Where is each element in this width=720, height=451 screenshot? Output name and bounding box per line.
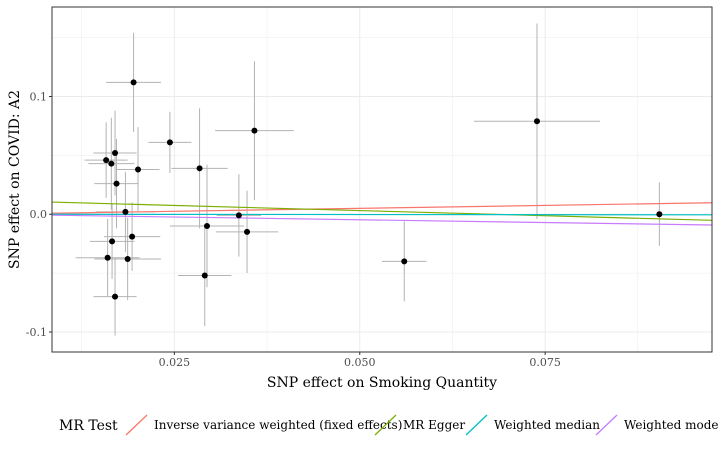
legend-entry: Weighted mode bbox=[595, 414, 719, 436]
snp-point bbox=[401, 258, 408, 265]
legend-key-line bbox=[465, 414, 488, 436]
snp-point bbox=[244, 228, 251, 235]
legend-label: MR Egger bbox=[403, 418, 465, 432]
snp-point bbox=[201, 272, 208, 279]
snp-point bbox=[108, 160, 115, 167]
snp-point bbox=[112, 293, 119, 300]
legend-title: MR Test bbox=[59, 418, 118, 434]
legend-label: Weighted mode bbox=[624, 418, 719, 432]
snp-point bbox=[103, 157, 110, 164]
y-tick-label: 0.1 bbox=[30, 90, 48, 103]
snp-point bbox=[196, 165, 203, 172]
y-tick-label: 0.0 bbox=[30, 208, 48, 221]
legend-key-line bbox=[125, 414, 148, 436]
snp-point bbox=[135, 166, 142, 173]
snp-point bbox=[109, 238, 116, 245]
x-tick-label: 0.025 bbox=[159, 356, 191, 369]
legend: MR Test Inverse variance weighted (fixed… bbox=[59, 414, 719, 436]
x-tick-label: 0.075 bbox=[529, 356, 561, 369]
snp-point bbox=[533, 118, 540, 125]
fit-line bbox=[51, 214, 713, 226]
snp-point bbox=[122, 208, 129, 215]
x-axis-title: SNP effect on Smoking Quantity bbox=[267, 375, 497, 391]
legend-entry: MR Egger bbox=[374, 414, 465, 436]
fit-line bbox=[51, 201, 713, 221]
legend-entries: Inverse variance weighted (fixed effects… bbox=[125, 414, 719, 436]
snp-point bbox=[130, 79, 137, 86]
legend-label: Weighted median bbox=[494, 418, 600, 432]
fit-line bbox=[51, 213, 713, 216]
mr-fit-lines bbox=[51, 201, 713, 226]
axes: 0.025 0.050 0.075 -0.1 0.0 0.1 bbox=[26, 90, 561, 369]
snp-point bbox=[124, 255, 131, 262]
snp-point bbox=[203, 223, 210, 230]
snp-points bbox=[103, 79, 663, 300]
snp-point bbox=[656, 211, 663, 218]
y-tick-label: -0.1 bbox=[26, 326, 47, 339]
legend-key-line bbox=[374, 414, 397, 436]
y-axis-title: SNP effect on COVID: A2 bbox=[7, 90, 23, 269]
snp-point bbox=[129, 233, 136, 240]
fit-line bbox=[51, 202, 713, 214]
legend-label: Inverse variance weighted (fixed effects… bbox=[154, 418, 402, 432]
panel-border bbox=[51, 6, 713, 353]
snp-point bbox=[112, 150, 119, 157]
x-tick-label: 0.050 bbox=[344, 356, 376, 369]
snp-point bbox=[104, 254, 111, 261]
snp-point bbox=[235, 212, 242, 219]
snp-point bbox=[166, 139, 173, 146]
snp-point bbox=[251, 127, 258, 134]
legend-key-line bbox=[595, 414, 618, 436]
legend-entry: Weighted median bbox=[465, 414, 600, 436]
legend-entry: Inverse variance weighted (fixed effects… bbox=[125, 414, 402, 436]
snp-point bbox=[113, 180, 120, 187]
